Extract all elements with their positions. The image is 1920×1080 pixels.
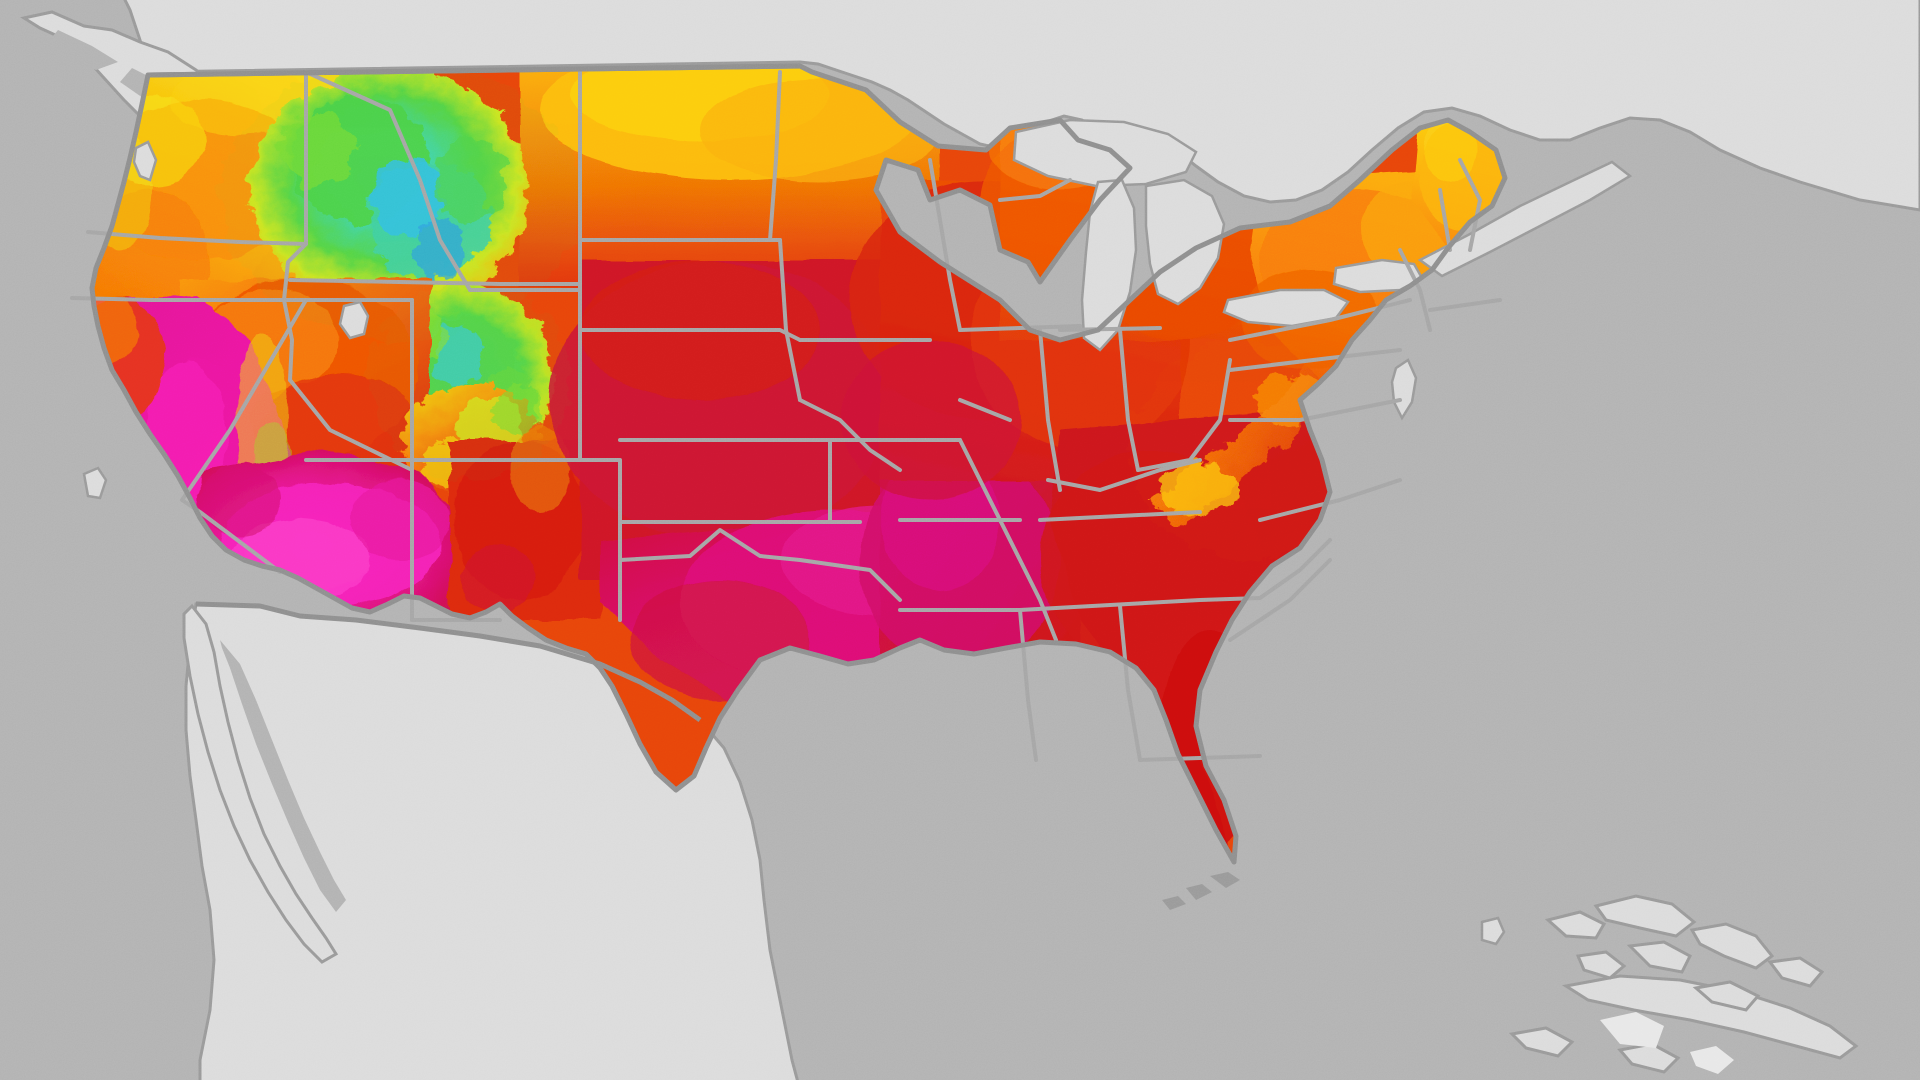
border-mi-in-oh [1058,326,1162,332]
border-or-ca [70,296,308,302]
